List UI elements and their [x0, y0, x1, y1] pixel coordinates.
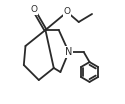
Text: O: O	[30, 6, 37, 14]
Text: N: N	[65, 47, 72, 57]
Text: O: O	[64, 7, 71, 17]
